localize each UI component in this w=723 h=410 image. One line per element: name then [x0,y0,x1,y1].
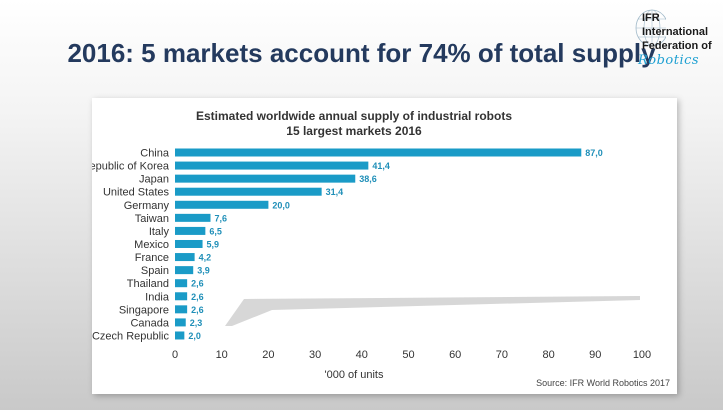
category-label: India [145,291,170,303]
data-label: 20,0 [272,200,290,210]
data-label: 2,3 [190,318,203,328]
category-label: Singapore [119,304,169,316]
x-tick-label: 70 [496,349,508,361]
slide-title: 2016: 5 markets account for 74% of total… [67,38,656,68]
bar [175,292,188,301]
bar [175,279,188,288]
bar-chart: Estimated worldwide annual supply of ind… [92,109,670,388]
decorative-shadow [225,296,640,326]
data-label: 2,6 [191,292,204,302]
bar [175,148,582,157]
logo-text-federation: Federation of [642,40,712,52]
x-tick-label: 30 [309,349,321,361]
x-tick-label: 90 [589,349,601,361]
bar [175,305,188,314]
category-label: Mexico [134,239,169,251]
bar [175,161,369,170]
logo-text-international: International [642,26,709,38]
data-label: 4,2 [199,253,212,263]
bar [175,187,322,196]
bar [175,239,203,248]
x-tick-label: 100 [633,349,651,361]
data-label: 3,9 [197,266,210,276]
category-label: China [140,148,170,160]
data-label: 38,6 [359,174,377,184]
x-tick-label: 50 [402,349,414,361]
category-label: Germany [124,200,170,212]
category-label: Italy [149,226,170,238]
category-label: United States [103,187,170,199]
chart-title: Estimated worldwide annual supply of ind… [196,109,512,123]
x-tick-label: 60 [449,349,461,361]
x-axis-label: '000 of units [325,369,384,381]
chart-subtitle: 15 largest markets 2016 [286,124,422,138]
bar [175,318,186,327]
x-tick-label: 20 [262,349,274,361]
x-tick-label: 10 [216,349,228,361]
source-note: Source: IFR World Robotics 2017 [536,378,670,388]
chart-panel: Estimated worldwide annual supply of ind… [92,98,677,394]
data-label: 2,6 [191,305,204,315]
category-label: Taiwan [135,213,169,225]
bar [175,331,185,340]
ifr-logo: IFR International Federation of Robotics [600,6,720,74]
bar [175,266,194,275]
bar [175,226,206,235]
bar [175,213,211,222]
data-label: 31,4 [326,187,344,197]
logo-text-ifr: IFR [642,12,660,24]
data-label: 87,0 [585,148,603,158]
x-tick-label: 80 [542,349,554,361]
data-label: 2,0 [188,331,201,341]
logo-text-robotics: Robotics [638,53,700,68]
category-label: France [135,252,169,264]
category-label: Thailand [127,278,169,290]
bar [175,253,195,262]
bar [175,174,356,183]
bar [175,200,269,209]
category-label: Japan [139,174,169,186]
x-tick-label: 0 [172,349,178,361]
category-label: Republic of Korea [92,161,170,173]
data-label: 7,6 [214,213,227,223]
x-tick-label: 40 [356,349,368,361]
globe-icon [635,9,666,47]
data-label: 2,6 [191,279,204,289]
data-label: 6,5 [209,226,222,236]
data-label: 5,9 [207,239,220,249]
category-label: Spain [141,265,169,277]
category-label: Czech Republic [92,330,169,342]
category-label: Canada [130,317,169,329]
data-label: 41,4 [372,161,390,171]
